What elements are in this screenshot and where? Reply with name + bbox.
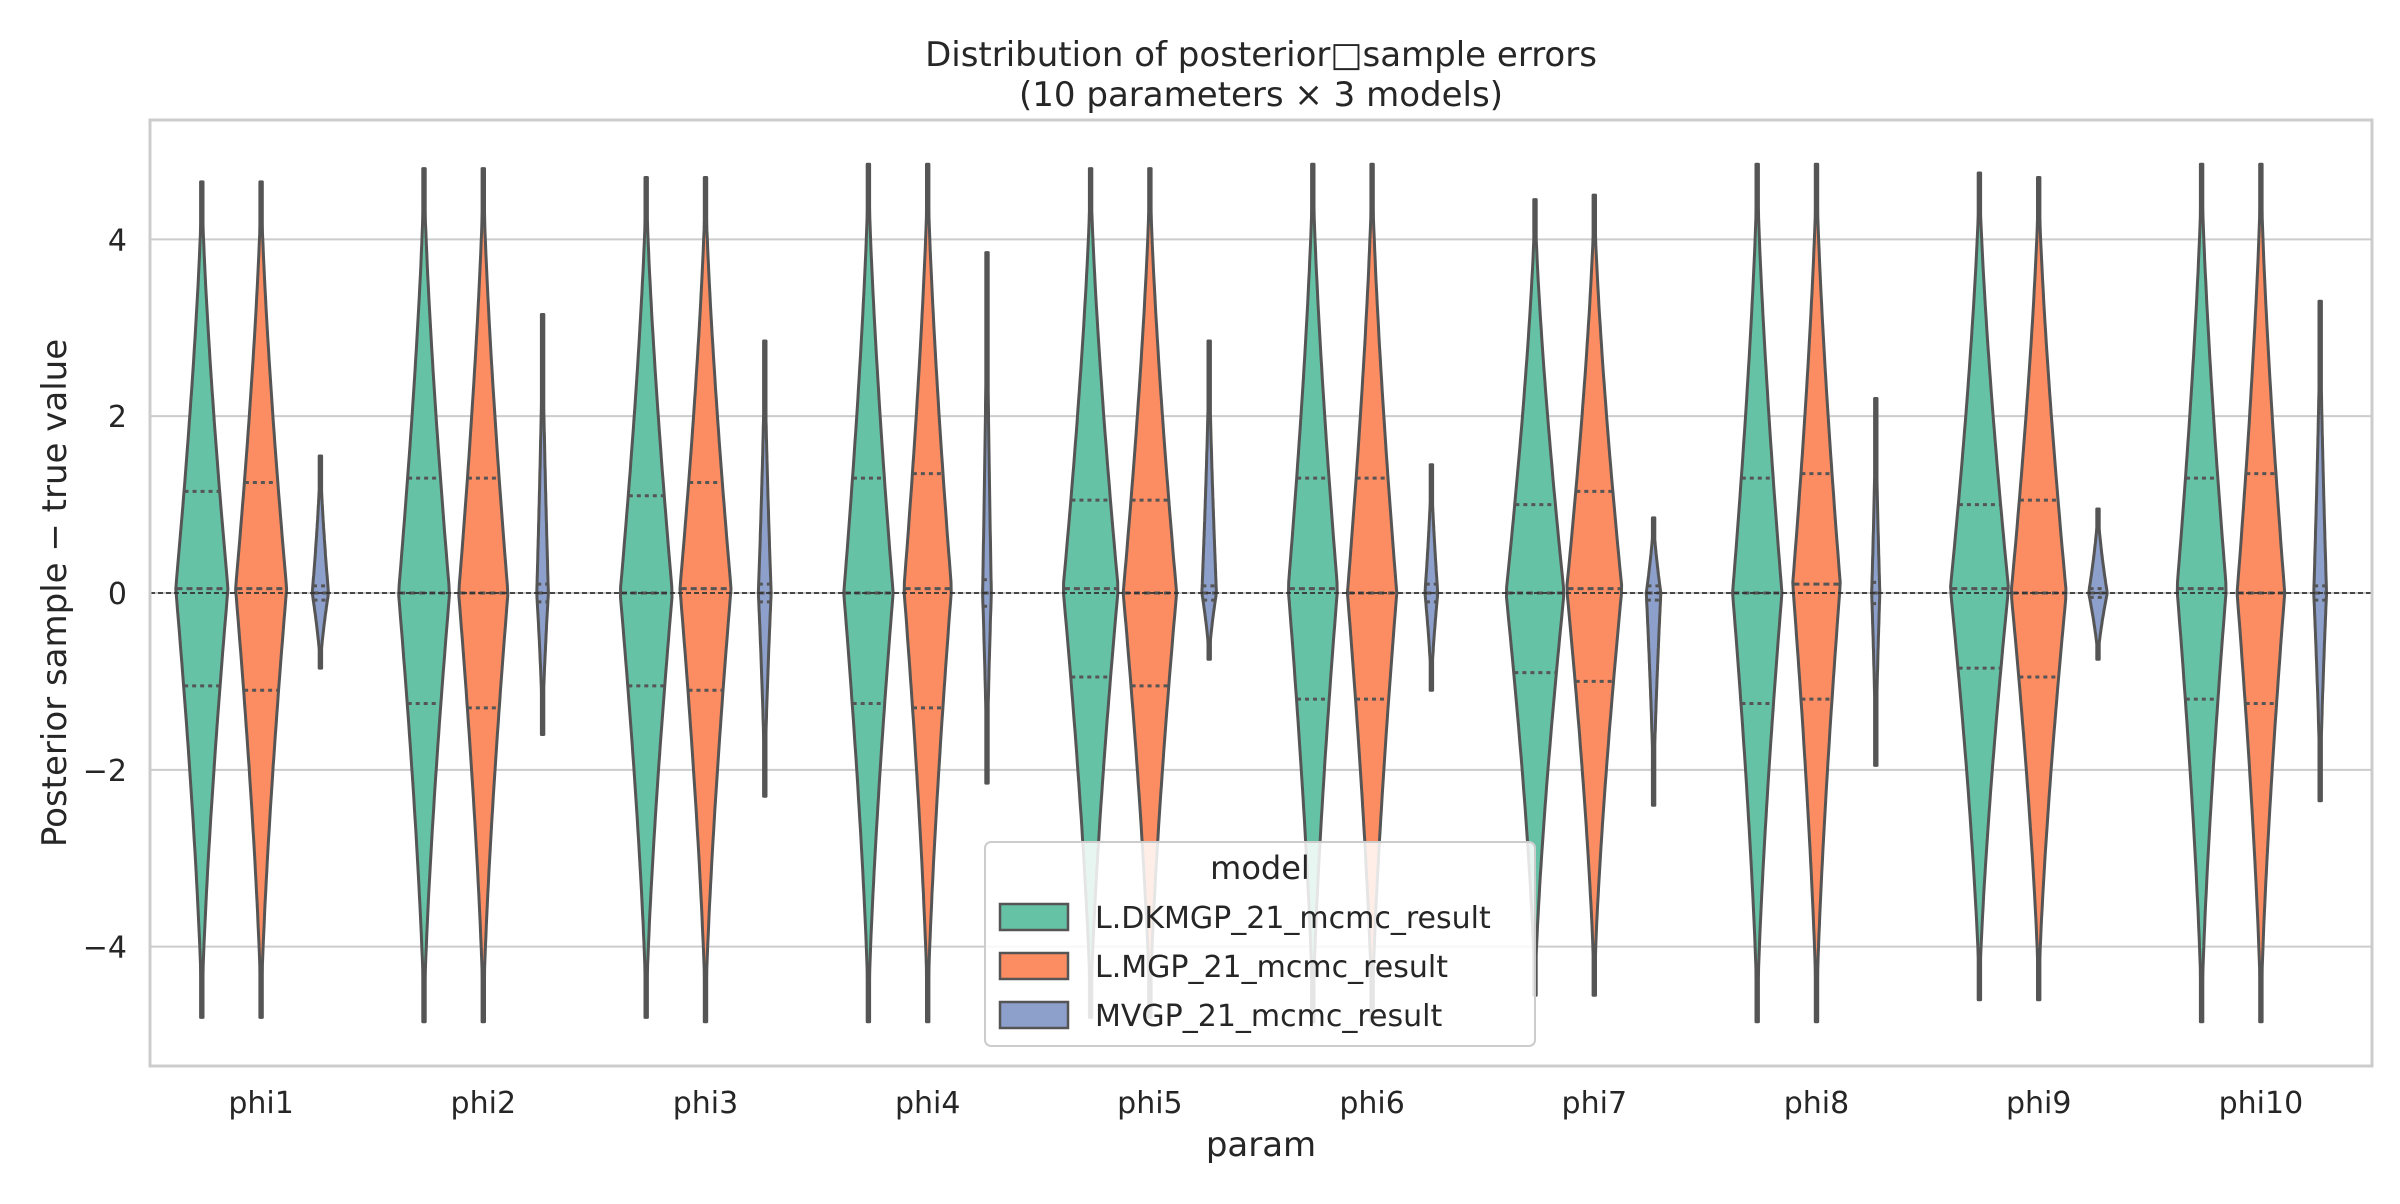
violin-phi10-series-3 bbox=[2312, 299, 2328, 803]
x-tick-label: phi5 bbox=[1117, 1086, 1182, 1121]
legend: model L.DKMGP_21_mcmc_result L.MGP_21_mcm… bbox=[984, 841, 1536, 1047]
legend-items: L.DKMGP_21_mcmc_result L.MGP_21_mcmc_resu… bbox=[998, 901, 1491, 1034]
violin-phi6-series-3 bbox=[1423, 463, 1440, 692]
violin-phi2-series-1 bbox=[397, 167, 451, 1024]
x-tick-labels: phi1 phi2 phi3 phi4 phi5 phi6 phi7 phi8 phi9 phi1… bbox=[228, 1086, 2303, 1121]
violin-phi9-series-2 bbox=[2010, 176, 2068, 1002]
y-tick-label: −4 bbox=[83, 931, 127, 966]
y-tick-label: 4 bbox=[108, 223, 127, 258]
legend-swatch bbox=[998, 902, 1070, 932]
violin-phi1-series-3 bbox=[310, 454, 330, 670]
violin-phi9-series-3 bbox=[2087, 507, 2109, 661]
plot-frame bbox=[148, 118, 2374, 1068]
legend-swatch bbox=[998, 1000, 1070, 1030]
legend-label: L.DKMGP_21_mcmc_result bbox=[1095, 901, 1491, 936]
x-tick-label: phi9 bbox=[2006, 1086, 2071, 1121]
chart-title-line2: (10 parameters × 3 models) bbox=[1019, 75, 1503, 115]
violin-phi2-series-2 bbox=[457, 167, 510, 1024]
legend-label: MVGP_21_mcmc_result bbox=[1095, 999, 1442, 1034]
x-tick-label: phi4 bbox=[895, 1086, 960, 1121]
violin-phi3-series-3 bbox=[756, 339, 773, 798]
y-tick-label: 2 bbox=[108, 400, 127, 435]
legend-swatch bbox=[998, 951, 1070, 981]
x-tick-label: phi8 bbox=[1784, 1086, 1849, 1121]
violin-phi3-series-1 bbox=[619, 176, 674, 1019]
violin-phi5-series-3 bbox=[1200, 339, 1218, 661]
violin-phi1-series-2 bbox=[234, 180, 289, 1019]
x-tick-label: phi3 bbox=[673, 1086, 738, 1121]
y-axis-label: Posterior sample − true value bbox=[35, 339, 75, 847]
x-tick-label: phi7 bbox=[1562, 1086, 1627, 1121]
legend-box bbox=[984, 841, 1536, 1047]
x-tick-label: phi10 bbox=[2219, 1086, 2304, 1121]
violin-phi1-series-1 bbox=[174, 180, 230, 1019]
chart-title-line1: Distribution of posterior□sample errors bbox=[925, 35, 1597, 75]
x-tick-label: phi1 bbox=[228, 1086, 293, 1121]
violin-phi4-series-3 bbox=[981, 251, 993, 785]
y-tick-labels: −4 −2 0 2 4 bbox=[83, 223, 127, 965]
x-tick-label: phi6 bbox=[1339, 1086, 1404, 1121]
x-axis-label: param bbox=[1206, 1125, 1316, 1165]
legend-label: L.MGP_21_mcmc_result bbox=[1095, 950, 1448, 985]
y-tick-label: 0 bbox=[108, 577, 127, 612]
violin-plots bbox=[174, 162, 2328, 1024]
violin-phi2-series-3 bbox=[535, 313, 550, 736]
legend-title: model bbox=[1210, 849, 1310, 887]
violin-phi7-series-3 bbox=[1644, 516, 1663, 807]
y-tick-label: −2 bbox=[83, 754, 127, 789]
violin-phi3-series-2 bbox=[678, 176, 733, 1024]
violin-phi7-series-2 bbox=[1565, 193, 1624, 997]
violin-phi9-series-1 bbox=[1949, 171, 2010, 1002]
x-tick-label: phi2 bbox=[451, 1086, 516, 1121]
